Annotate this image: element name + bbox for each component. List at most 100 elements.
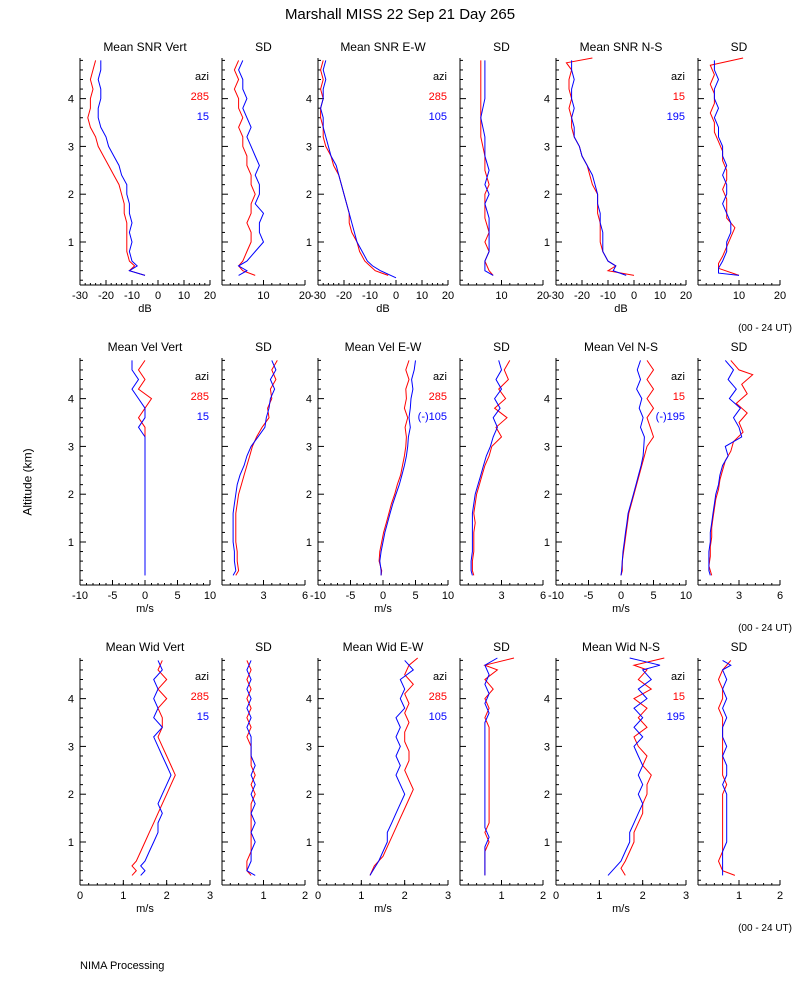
series-line-red: [369, 657, 419, 876]
x-tick-label: -5: [346, 590, 356, 602]
x-tick-label: 0: [553, 890, 559, 902]
x-tick-label: 0: [315, 890, 321, 902]
series-line-blue: [571, 60, 627, 276]
series-line-red: [483, 657, 515, 876]
legend-entry: 15: [197, 411, 209, 423]
x-tick-label: -5: [584, 590, 594, 602]
legend-entry: 15: [673, 91, 685, 103]
x-tick-label: 3: [498, 590, 504, 602]
legend-header: azi: [671, 71, 685, 83]
x-tick-label: 20: [537, 290, 549, 302]
x-tick-label: 2: [164, 890, 170, 902]
y-tick-label: 4: [544, 394, 550, 406]
y-tick-label: 1: [68, 837, 74, 849]
panel-title: SD: [731, 40, 748, 54]
series-line-red: [717, 660, 736, 876]
y-tick-label: 3: [68, 741, 74, 753]
y-tick-label: 4: [306, 394, 312, 406]
legend-entry: 285: [429, 391, 447, 403]
legend-entry: 15: [673, 391, 685, 403]
legend-entry: 285: [191, 91, 209, 103]
series-line-red: [235, 360, 278, 576]
panel-title: SD: [493, 340, 510, 354]
x-axis-label: dB: [376, 303, 389, 315]
x-tick-label: -20: [98, 290, 114, 302]
y-tick-label: 2: [544, 189, 550, 201]
y-tick-label: 1: [68, 537, 74, 549]
x-tick-label: 3: [683, 890, 689, 902]
panel-title: Mean Wid E-W: [343, 640, 424, 654]
y-tick-label: 1: [306, 537, 312, 549]
x-tick-label: 5: [412, 590, 418, 602]
y-tick-label: 1: [68, 237, 74, 249]
panel-title: SD: [255, 40, 272, 54]
y-tick-label: 2: [306, 789, 312, 801]
y-tick-label: 2: [68, 789, 74, 801]
series-line-blue: [232, 360, 277, 576]
y-tick-label: 2: [306, 489, 312, 501]
panel-title: Mean SNR N-S: [580, 40, 663, 54]
x-tick-label: -30: [72, 290, 88, 302]
y-tick-label: 1: [306, 237, 312, 249]
legend-header: azi: [195, 671, 209, 683]
series-line-red: [87, 60, 146, 276]
y-tick-label: 1: [306, 837, 312, 849]
y-tick-label: 3: [544, 741, 550, 753]
series-line-blue: [97, 60, 146, 276]
x-tick-label: 20: [680, 290, 692, 302]
series-line-blue: [607, 657, 661, 876]
x-tick-label: 5: [174, 590, 180, 602]
x-tick-label: -5: [108, 590, 118, 602]
x-tick-label: 2: [777, 890, 783, 902]
y-tick-label: 3: [306, 741, 312, 753]
series-line-blue: [237, 60, 265, 276]
legend-header: azi: [671, 671, 685, 683]
x-tick-label: 0: [77, 890, 83, 902]
legend-header: azi: [433, 71, 447, 83]
x-tick-label: -20: [336, 290, 352, 302]
y-tick-label: 3: [544, 141, 550, 153]
series-line-red: [233, 60, 256, 276]
x-tick-label: 0: [393, 290, 399, 302]
x-tick-label: -10: [72, 590, 88, 602]
x-tick-label: 10: [204, 590, 216, 602]
series-line-blue: [721, 659, 732, 876]
time-range-note: (00 - 24 UT): [738, 923, 792, 934]
panel-title: Mean SNR Vert: [103, 40, 187, 54]
x-tick-label: 0: [155, 290, 161, 302]
panel-title: Mean SNR E-W: [340, 40, 426, 54]
y-tick-label: 4: [68, 94, 74, 106]
y-tick-label: 2: [306, 189, 312, 201]
x-tick-label: 2: [302, 890, 308, 902]
panel-title: SD: [255, 640, 272, 654]
x-tick-label: -10: [548, 590, 564, 602]
x-tick-label: -10: [310, 590, 326, 602]
x-tick-label: 10: [654, 290, 666, 302]
y-tick-label: 3: [68, 441, 74, 453]
series-line-blue: [708, 360, 743, 576]
legend-header: azi: [433, 371, 447, 383]
legend-entry: (-)195: [656, 411, 685, 423]
x-axis-label: m/s: [136, 903, 154, 915]
x-tick-label: -10: [124, 290, 140, 302]
x-tick-label: 20: [204, 290, 216, 302]
y-tick-label: 4: [306, 694, 312, 706]
x-tick-label: 10: [257, 290, 269, 302]
series-line-red: [620, 360, 655, 576]
y-tick-label: 1: [544, 837, 550, 849]
series-line-blue: [320, 60, 397, 279]
x-tick-label: 0: [380, 590, 386, 602]
panel-title: SD: [255, 340, 272, 354]
x-tick-label: 1: [120, 890, 126, 902]
legend-header: azi: [433, 671, 447, 683]
series-line-blue: [369, 660, 415, 876]
y-tick-label: 2: [68, 489, 74, 501]
figure-title: Marshall MISS 22 Sep 21 Day 265: [284, 6, 516, 23]
time-range-note: (00 - 24 UT): [738, 623, 792, 634]
x-tick-label: -10: [600, 290, 616, 302]
footer-label: NIMA Processing: [80, 960, 165, 972]
x-tick-label: 10: [495, 290, 507, 302]
x-tick-label: 5: [650, 590, 656, 602]
legend-header: azi: [195, 371, 209, 383]
series-line-red: [131, 660, 176, 876]
